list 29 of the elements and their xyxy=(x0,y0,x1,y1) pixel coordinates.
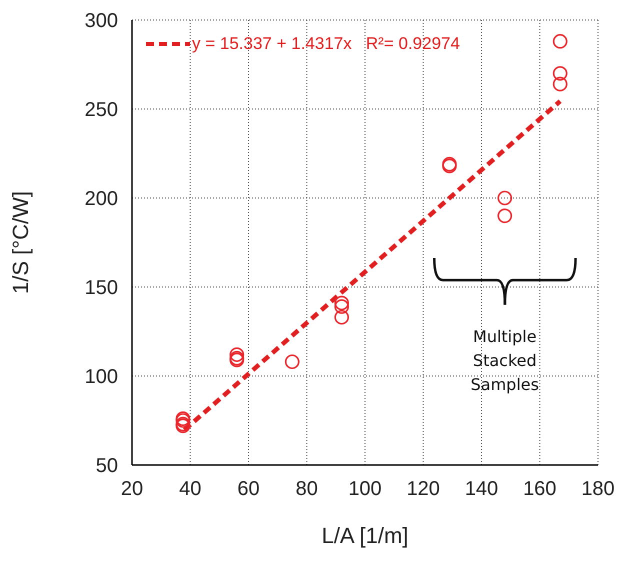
y-tick-label: 50 xyxy=(96,455,118,478)
x-tick-label: 100 xyxy=(348,478,382,500)
point xyxy=(552,76,568,92)
annotation: Multiple Stacked Samples xyxy=(470,326,540,396)
x-tick-label: 140 xyxy=(464,478,498,500)
point xyxy=(284,354,300,370)
x-tick-label: 20 xyxy=(120,478,144,500)
point xyxy=(334,310,349,325)
point xyxy=(498,208,512,224)
y-tick-label: 200 xyxy=(84,188,118,210)
x-axis-title: L/A [1/m] xyxy=(322,523,408,548)
point xyxy=(552,34,568,49)
y-tick-label: 300 xyxy=(84,10,118,32)
x-tick-label: 160 xyxy=(523,478,556,500)
y-tick-label: 250 xyxy=(84,99,118,122)
x-tick-label: 60 xyxy=(237,478,260,500)
y-tick-label: 100 xyxy=(84,366,118,388)
point xyxy=(334,296,349,310)
point xyxy=(334,299,349,314)
x-tick-label: 180 xyxy=(581,478,615,500)
y-tick-label: 150 xyxy=(84,277,118,300)
point xyxy=(230,347,244,362)
point xyxy=(498,190,512,206)
y-axis-title: 1/S [°C/W] xyxy=(8,191,33,294)
point xyxy=(552,66,568,81)
x-tick-label: 120 xyxy=(406,478,440,500)
legend-label: y = 15.337 + 1.4317x R²= 0.92974 xyxy=(192,34,460,54)
x-tick-label: 80 xyxy=(296,478,318,500)
x-tick-label: 40 xyxy=(179,478,202,500)
